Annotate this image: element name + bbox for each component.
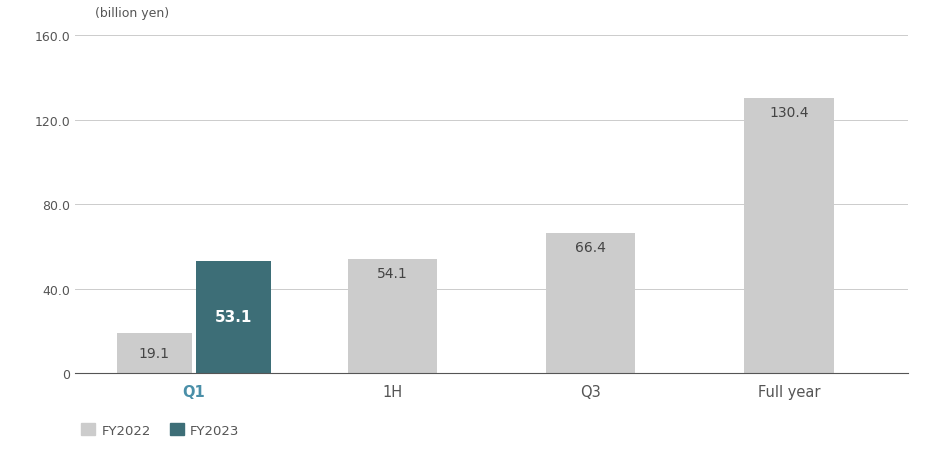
Bar — [196, 261, 271, 373]
Text: 66.4: 66.4 — [575, 241, 606, 255]
Legend: FY2022, FY2023: FY2022, FY2023 — [81, 424, 240, 437]
Bar — [546, 233, 636, 373]
Bar — [117, 333, 192, 373]
Bar — [744, 99, 834, 373]
Text: 54.1: 54.1 — [377, 267, 407, 281]
Bar — [347, 259, 437, 373]
Text: 130.4: 130.4 — [769, 106, 809, 120]
Text: (billion yen): (billion yen) — [95, 6, 168, 20]
Text: 19.1: 19.1 — [139, 346, 169, 360]
Text: 53.1: 53.1 — [215, 310, 252, 325]
